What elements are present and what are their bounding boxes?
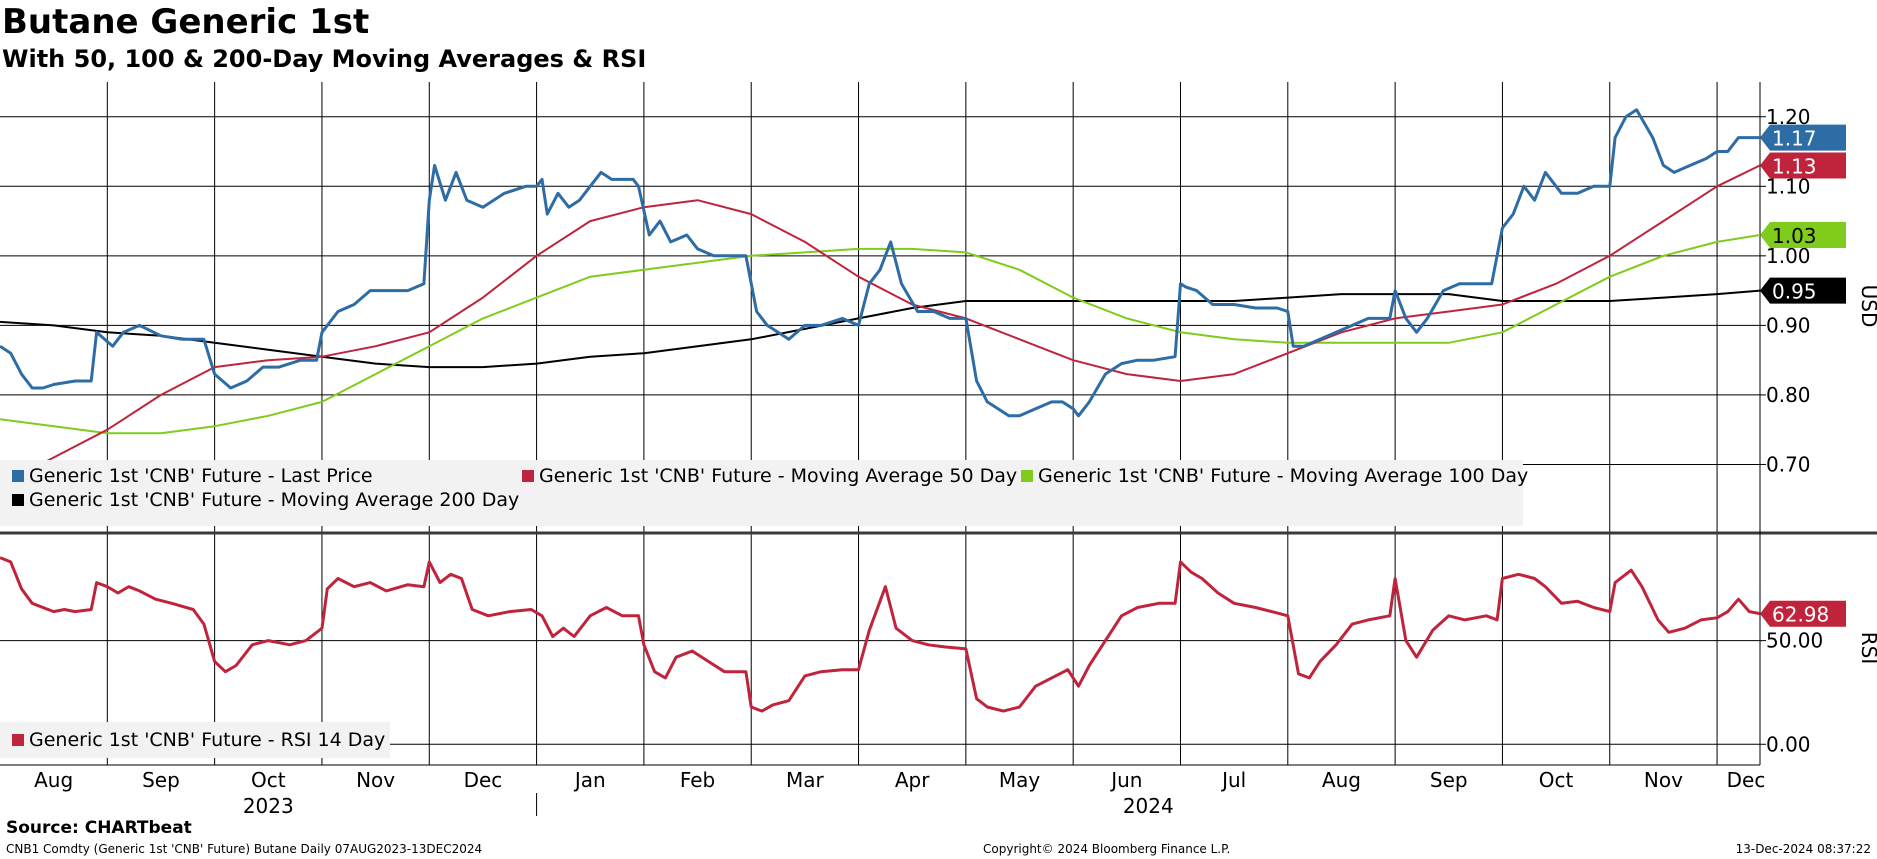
legend-swatch [12,734,24,746]
rsi-tick-label: 0.00 [1766,732,1811,756]
price-series-group [0,108,1760,487]
rsi-axis-label: RSI [1857,632,1877,665]
chart-subtitle: With 50, 100 & 200-Day Moving Averages &… [2,45,647,73]
ma200-tag-text: 0.95 [1772,280,1817,304]
chart-title: Butane Generic 1st [2,2,370,42]
grid-lines [0,82,1766,765]
price-legend: Generic 1st 'CNB' Future - Last Price Gen… [0,460,1528,526]
month-tick-label: Mar [786,768,825,792]
footer-copyright: Copyright© 2024 Bloomberg Finance L.P. [983,842,1231,856]
rsi-tag: 62.98 [1760,600,1846,627]
ma50-tag-text: 1.13 [1772,154,1817,178]
ma50-tag-shape [1760,152,1846,179]
month-tick-label: Dec [1727,768,1766,792]
rsi-series-line [0,556,1760,713]
ma100-tag: 1.03 [1760,221,1846,248]
price-series-line [0,234,1760,435]
legend-swatch [522,470,534,482]
month-tick-label: Aug [1322,768,1361,792]
rsi-series-group [0,556,1760,713]
rsi-legend-background [0,722,390,758]
legend-entry-label: Generic 1st 'CNB' Future - Moving Averag… [29,489,519,511]
ma200-tag: 0.95 [1760,277,1846,304]
month-tick-label: Feb [680,768,715,792]
month-tick-label: Jul [1220,768,1246,792]
price-series-line [0,289,1760,369]
month-tick-label: Oct [251,768,286,792]
rsi-tag-text: 62.98 [1772,603,1829,627]
ma100-tag-text: 1.03 [1772,224,1817,248]
legend-swatch [12,494,24,506]
month-tick-label: Aug [34,768,73,792]
month-tick-label: Nov [1644,768,1683,792]
price-tick-label: 0.70 [1766,452,1811,476]
last-price-tag-shape [1760,124,1846,151]
year-tick-label: 2023 [243,794,294,818]
footer-timestamp: 13-Dec-2024 08:37:22 [1735,842,1871,856]
last-price-tag-text: 1.17 [1772,127,1817,151]
month-tick-label: May [999,768,1041,792]
price-series-line [0,164,1760,487]
ma200-tag-shape [1760,277,1846,304]
price-series-line [0,108,1760,418]
price-tick-label: 0.90 [1766,313,1811,337]
legend-swatch [1021,470,1033,482]
last-price-tag: 1.17 [1760,124,1846,151]
rsi-tick-label: 50.00 [1766,629,1823,653]
ma50-tag: 1.13 [1760,152,1846,179]
footer-description: CNB1 Comdty (Generic 1st 'CNB' Future) B… [6,842,483,856]
month-tick-label: Dec [464,768,503,792]
legend-entry-label: Generic 1st 'CNB' Future - Moving Averag… [539,465,1017,487]
price-legend-background [0,460,1523,526]
legend-entry-label: Generic 1st 'CNB' Future - Moving Averag… [1038,465,1528,487]
month-tick-label: Sep [1430,768,1468,792]
rsi-tag-shape [1760,600,1846,627]
year-tick-label: 2024 [1123,794,1174,818]
last-value-tags: 1.17 1.13 1.03 0.95 62.98 [1760,124,1846,627]
month-tick-label: Nov [356,768,395,792]
legend-swatch [12,470,24,482]
month-tick-label: Jun [1109,768,1142,792]
month-tick-label: Sep [142,768,180,792]
axis-labels: Aug Sep Oct Nov Dec Jan Feb Mar Apr May Jun Jul Aug S… [34,105,1823,818]
rsi-legend: Generic 1st 'CNB' Future - RSI 14 Day [0,722,390,758]
price-tick-label: 0.80 [1766,383,1811,407]
source-note: Source: CHARTbeat [6,818,192,838]
month-tick-label: Jan [573,768,606,792]
price-tick-label: 1.20 [1766,105,1811,129]
month-tick-label: Apr [895,768,930,792]
usd-axis-label: USD [1857,285,1877,328]
legend-entry-label: Generic 1st 'CNB' Future - RSI 14 Day [29,729,385,751]
month-tick-label: Oct [1539,768,1574,792]
legend-entry-label: Generic 1st 'CNB' Future - Last Price [29,465,373,487]
ma100-tag-shape [1760,221,1846,248]
